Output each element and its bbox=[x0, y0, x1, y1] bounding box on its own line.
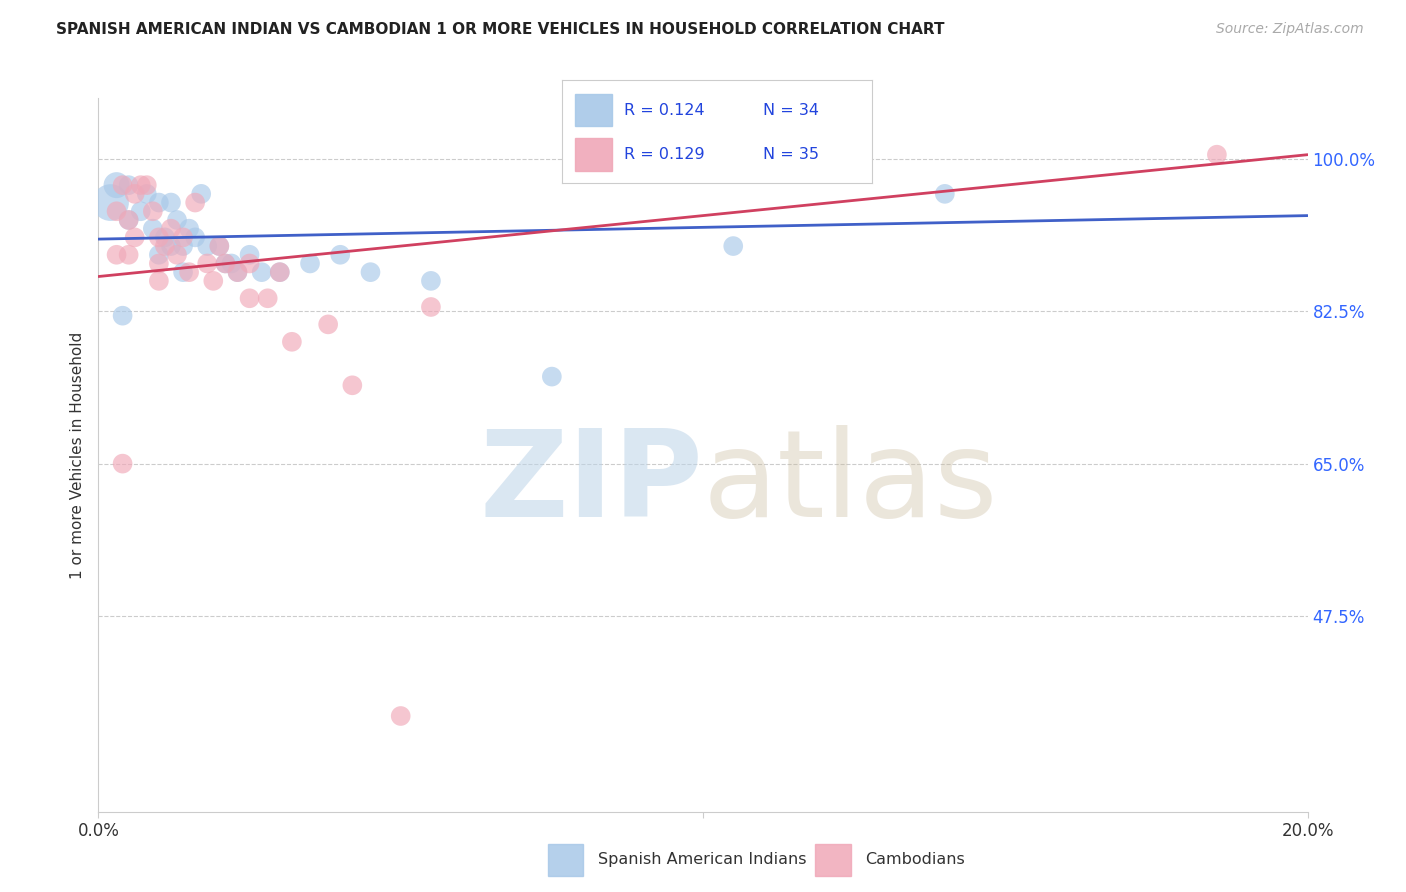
Point bbox=[153, 239, 176, 253]
Point bbox=[129, 178, 152, 193]
Point bbox=[202, 274, 225, 288]
Point bbox=[208, 239, 231, 253]
Point bbox=[148, 274, 170, 288]
Point bbox=[160, 195, 183, 210]
Point bbox=[214, 256, 236, 270]
Bar bbox=[575, 137, 612, 170]
Point bbox=[342, 378, 364, 392]
Point bbox=[208, 239, 231, 253]
Point bbox=[148, 256, 170, 270]
Point bbox=[226, 265, 249, 279]
Point bbox=[226, 265, 249, 279]
Point bbox=[148, 230, 170, 244]
Point bbox=[160, 221, 183, 235]
Bar bbox=[548, 844, 583, 876]
Bar bbox=[815, 844, 851, 876]
Text: N = 35: N = 35 bbox=[763, 146, 820, 161]
Bar bbox=[575, 94, 612, 127]
Point bbox=[100, 195, 122, 210]
Point bbox=[179, 221, 201, 235]
Point bbox=[129, 204, 152, 219]
Point bbox=[105, 178, 128, 193]
Point bbox=[179, 265, 201, 279]
Point bbox=[256, 291, 278, 305]
Text: R = 0.129: R = 0.129 bbox=[624, 146, 704, 161]
Point bbox=[184, 195, 207, 210]
Point bbox=[148, 248, 170, 262]
Point bbox=[239, 291, 262, 305]
Point bbox=[420, 274, 443, 288]
Point bbox=[329, 248, 352, 262]
Point bbox=[118, 178, 141, 193]
Point bbox=[420, 300, 443, 314]
Y-axis label: 1 or more Vehicles in Household: 1 or more Vehicles in Household bbox=[69, 331, 84, 579]
Point bbox=[142, 221, 165, 235]
Text: Cambodians: Cambodians bbox=[865, 852, 965, 867]
Point bbox=[148, 195, 170, 210]
Point bbox=[934, 186, 956, 201]
Point bbox=[105, 204, 128, 219]
Point bbox=[239, 256, 262, 270]
Point bbox=[239, 248, 262, 262]
Point bbox=[221, 256, 243, 270]
Text: SPANISH AMERICAN INDIAN VS CAMBODIAN 1 OR MORE VEHICLES IN HOUSEHOLD CORRELATION: SPANISH AMERICAN INDIAN VS CAMBODIAN 1 O… bbox=[56, 22, 945, 37]
Point bbox=[160, 239, 183, 253]
Point bbox=[135, 178, 157, 193]
Text: N = 34: N = 34 bbox=[763, 103, 820, 118]
Point bbox=[250, 265, 273, 279]
Point bbox=[190, 186, 212, 201]
Point bbox=[540, 369, 562, 384]
Point bbox=[172, 265, 194, 279]
Point bbox=[166, 213, 188, 227]
Point bbox=[299, 256, 322, 270]
Point bbox=[153, 230, 176, 244]
Point bbox=[269, 265, 291, 279]
Point bbox=[723, 239, 745, 253]
Point bbox=[124, 186, 146, 201]
Point bbox=[281, 334, 304, 349]
Point bbox=[124, 230, 146, 244]
Point bbox=[184, 230, 207, 244]
Text: R = 0.124: R = 0.124 bbox=[624, 103, 704, 118]
Point bbox=[118, 213, 141, 227]
Text: Source: ZipAtlas.com: Source: ZipAtlas.com bbox=[1216, 22, 1364, 37]
Point bbox=[172, 230, 194, 244]
Point bbox=[1206, 147, 1229, 161]
Point bbox=[118, 248, 141, 262]
Point bbox=[111, 178, 134, 193]
Point bbox=[166, 248, 188, 262]
Text: ZIP: ZIP bbox=[479, 425, 703, 542]
Point bbox=[118, 213, 141, 227]
Point bbox=[195, 256, 218, 270]
Point bbox=[111, 457, 134, 471]
Point bbox=[389, 709, 412, 723]
Point bbox=[214, 256, 236, 270]
Point bbox=[269, 265, 291, 279]
Point bbox=[360, 265, 382, 279]
Text: atlas: atlas bbox=[703, 425, 998, 542]
Point bbox=[105, 248, 128, 262]
Point bbox=[316, 318, 339, 332]
Point bbox=[172, 239, 194, 253]
Point bbox=[142, 204, 165, 219]
Point bbox=[135, 186, 157, 201]
Text: Spanish American Indians: Spanish American Indians bbox=[598, 852, 806, 867]
Point bbox=[195, 239, 218, 253]
Point bbox=[111, 309, 134, 323]
